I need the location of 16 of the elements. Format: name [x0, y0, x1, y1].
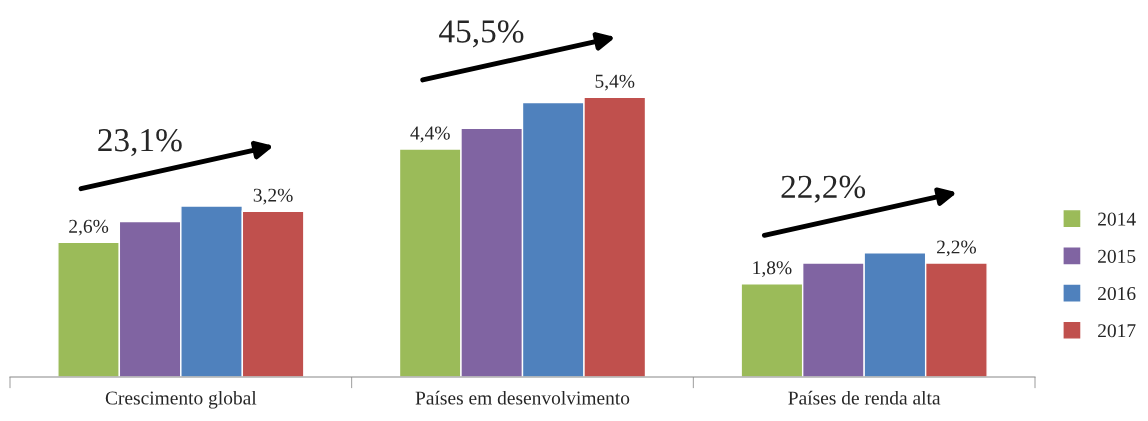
legend-label: 2016	[1098, 286, 1136, 301]
legend-label: 2014	[1098, 212, 1136, 226]
x-tick-label: Países em desenvolvimento	[415, 390, 630, 405]
annotation: 23,1%	[98, 128, 182, 157]
data-label: 2,2%	[937, 240, 977, 257]
legend-label: 2015	[1098, 249, 1136, 263]
x-tick-label: Crescimento global	[105, 390, 257, 409]
legend-label: 2017	[1098, 324, 1136, 338]
annotation: 22,2%	[781, 175, 866, 203]
data-label: 5,4%	[595, 74, 635, 91]
x-tick-label: Países de renda alta	[788, 390, 941, 405]
data-label: 1,8%	[753, 261, 792, 278]
data-label: 4,4%	[410, 126, 450, 143]
data-label: 2,6%	[69, 219, 109, 236]
data-label: 3,2%	[253, 188, 293, 205]
text: 45,5%	[439, 20, 524, 48]
